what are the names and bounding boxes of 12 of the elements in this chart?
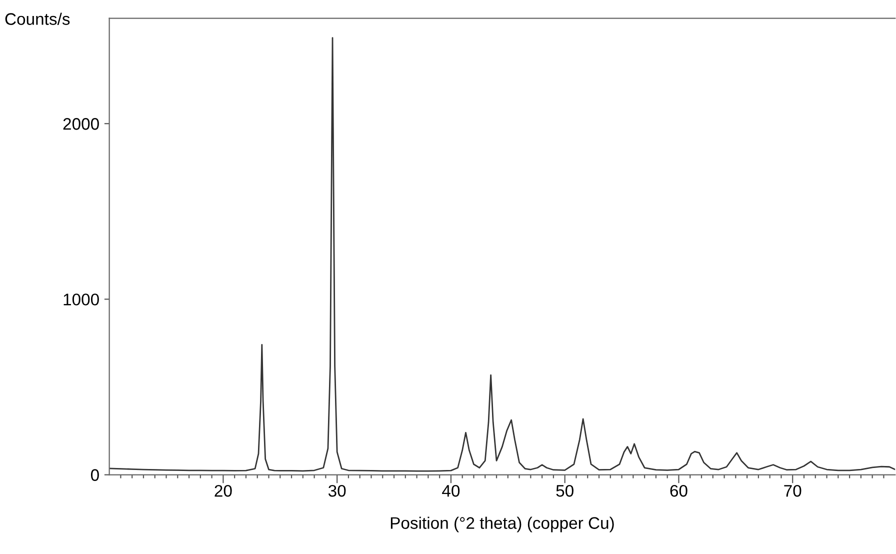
x-tick-label: 60: [670, 484, 688, 497]
y-axis-title: Counts/s: [5, 12, 70, 25]
x-tick-label: 40: [442, 484, 460, 497]
x-axis-title: Position (°2 theta) (copper Cu): [390, 516, 614, 532]
y-tick-label: 2000: [63, 118, 99, 130]
y-tick-label: 0: [90, 469, 99, 481]
y-tick-label: 1000: [64, 294, 99, 306]
x-tick-label: 50: [556, 484, 574, 497]
x-tick-label: 70: [784, 484, 802, 497]
x-tick-label: 20: [214, 484, 232, 497]
x-tick-label: 30: [328, 484, 346, 497]
line-series: [109, 37, 896, 472]
